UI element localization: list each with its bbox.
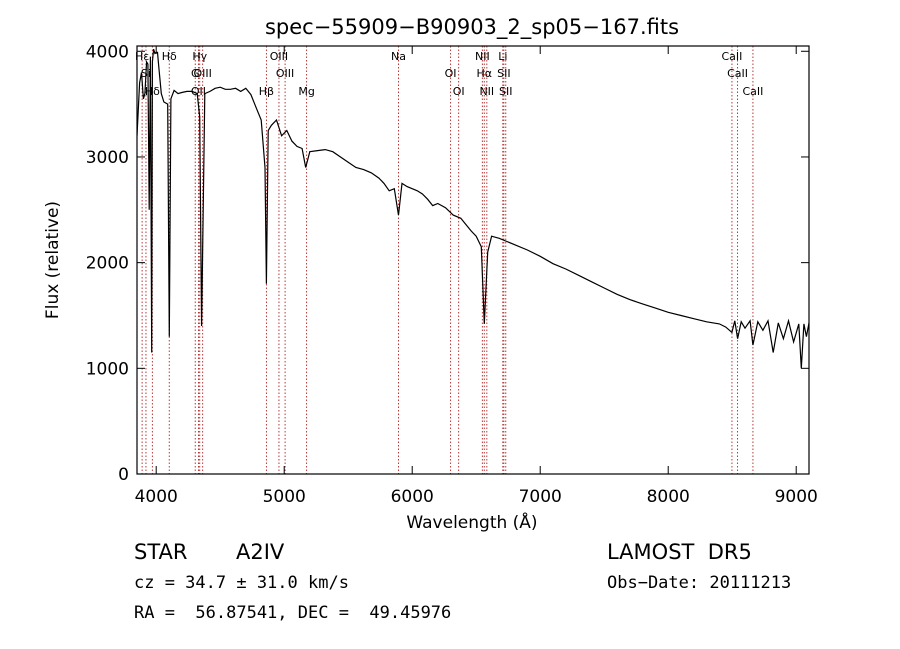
x-tick-label: 7000 xyxy=(519,487,562,507)
spectral-line-markers xyxy=(141,46,754,474)
x-axis-label: Wavelength (Å) xyxy=(406,511,537,533)
axis-ticks: 4000 5000 6000 7000 8000 9000 0 1000 2000 3000 400… xyxy=(86,42,818,507)
line-label: SII xyxy=(497,67,510,80)
line-label: OI xyxy=(445,67,457,80)
plot-frame xyxy=(136,45,810,475)
y-tick-label: 3000 xyxy=(86,148,129,168)
spectrum-line xyxy=(137,49,809,369)
line-label: OIII xyxy=(276,67,294,80)
line-label: SII xyxy=(499,85,512,98)
x-tick-label: 5000 xyxy=(263,487,306,507)
line-label: NII xyxy=(475,50,490,63)
line-label: Li xyxy=(498,50,507,63)
coordinates: RA = 56.87541, DEC = 49.45976 xyxy=(134,603,452,623)
line-label: G xyxy=(191,67,200,80)
object-class: STAR xyxy=(134,540,188,564)
x-tick-label: 4000 xyxy=(135,487,178,507)
x-tick-label: 6000 xyxy=(391,487,434,507)
line-label: Na xyxy=(391,50,406,63)
line-label: OIII xyxy=(270,50,288,63)
spectral-line-labels: HεSiHδHδGOIIHγOIIIHβOIIIOIIIMgNaOIOINIIH… xyxy=(135,50,763,98)
line-label: OI xyxy=(453,85,465,98)
observation-date: Obs−Date: 20111213 xyxy=(607,573,792,593)
redshift-velocity: cz = 34.7 ± 31.0 km/s xyxy=(134,573,349,593)
x-tick-label: 8000 xyxy=(647,487,690,507)
line-label: Mg xyxy=(298,85,314,98)
line-label: Hε xyxy=(135,50,149,63)
spectral-subclass: A2IV xyxy=(236,540,285,564)
line-label: Hδ xyxy=(162,50,177,63)
line-label: OII xyxy=(191,85,206,98)
line-label: Hα xyxy=(476,67,492,80)
line-label: CaII xyxy=(727,67,748,80)
chart-title: spec−55909−B90903_2_sp05−167.fits xyxy=(265,15,679,40)
y-tick-label: 2000 xyxy=(86,254,129,274)
y-axis-label: Flux (relative) xyxy=(43,201,63,319)
line-label: Hγ xyxy=(192,50,207,63)
y-tick-label: 4000 xyxy=(86,42,129,62)
line-label: NII xyxy=(479,85,494,98)
y-tick-label: 0 xyxy=(118,465,129,485)
line-label: Hβ xyxy=(259,85,274,98)
line-label: CaII xyxy=(721,50,742,63)
survey-release: LAMOST DR5 xyxy=(607,540,752,564)
y-tick-label: 1000 xyxy=(86,359,129,379)
line-label: CaII xyxy=(742,85,763,98)
line-label: OIII xyxy=(193,67,211,80)
x-tick-label: 9000 xyxy=(775,487,818,507)
